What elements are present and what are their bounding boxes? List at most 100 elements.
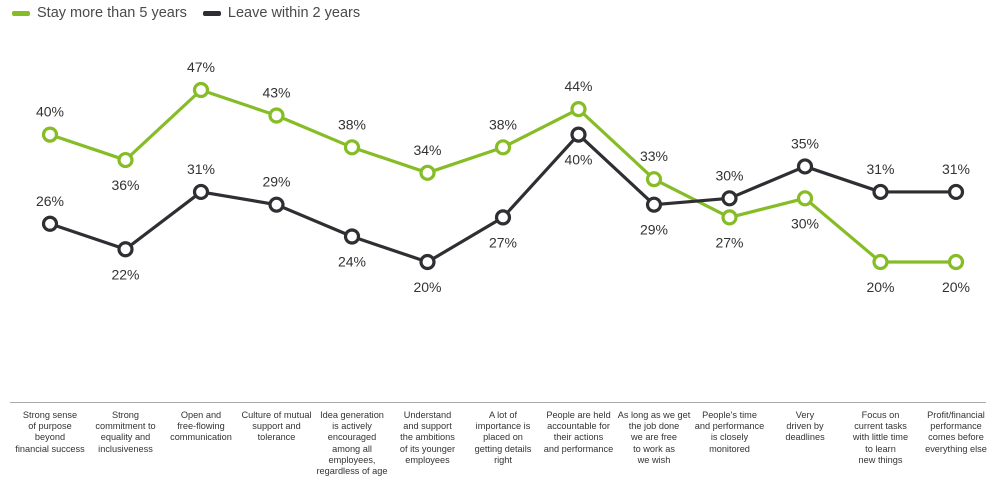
data-point-stay — [947, 253, 965, 271]
x-tick-label-line: commitment to — [95, 421, 156, 432]
x-tick-label-line: inclusiveness — [98, 443, 153, 454]
legend-label-stay: Stay more than 5 years — [37, 5, 187, 21]
x-tick-label-line: employees, — [328, 454, 376, 465]
data-point-stay — [872, 253, 889, 271]
x-tick-label-line: support and — [252, 421, 301, 432]
x-tick-label-line: right — [494, 454, 512, 465]
data-label-leave: 27% — [489, 234, 517, 250]
legend-swatch-leave — [202, 10, 221, 16]
data-label-stay: 40% — [36, 104, 64, 120]
data-point-leave — [41, 215, 59, 232]
x-tick-label: A lot of importance is placed on getting de… — [464, 410, 542, 466]
x-tick-label-line: tolerance — [257, 432, 296, 443]
x-tick-label-line: and performance — [543, 443, 614, 454]
x-tick-label-line: Strong — [111, 410, 140, 420]
data-point-leave — [570, 126, 587, 143]
x-tick-label-line: we are free — [631, 432, 677, 443]
x-tick-label-line: getting details — [474, 443, 532, 454]
x-tick-label-line: among all — [332, 443, 372, 454]
data-point-stay — [721, 209, 738, 226]
x-tick-label-line: performance — [930, 421, 982, 432]
x-tick-label-line: everything else — [925, 443, 987, 454]
data-label-leave: 31% — [187, 161, 215, 177]
data-point-stay — [343, 139, 361, 156]
x-tick-label-line: employees — [405, 454, 450, 465]
x-tick-label-line: Culture of mutual — [241, 410, 312, 420]
x-tick-label-line: As long as we get — [617, 410, 691, 420]
data-label-stay: 43% — [262, 84, 290, 100]
data-label-leave: 31% — [866, 161, 894, 177]
x-tick-label-line: Idea generation — [320, 410, 384, 420]
data-label-leave: 22% — [111, 266, 139, 282]
x-tick-label-line: equality and — [100, 432, 151, 443]
x-tick-label: Profit/financial performance comes before e… — [917, 410, 995, 455]
x-tick-label-line: and performance — [694, 421, 765, 432]
x-tick-label-line: Strong sense — [22, 410, 78, 420]
x-tick-label: Very driven by deadlines — [766, 410, 844, 444]
legend-item-stay: Stay more than 5 years — [12, 5, 187, 21]
x-tick-label-line: is closely — [710, 432, 749, 443]
legend-label-leave: Leave within 2 years — [227, 5, 361, 21]
x-tick-label-line: to work as — [633, 443, 675, 454]
data-label-stay: 38% — [338, 116, 366, 132]
x-tick-label-line: financial success — [15, 443, 85, 454]
data-point-leave — [721, 190, 738, 207]
x-tick-label-line: is actively — [332, 421, 372, 432]
data-point-leave — [947, 183, 965, 201]
data-point-stay — [494, 139, 512, 156]
x-tick-label-line: Profit/financial — [927, 410, 985, 420]
data-point-leave — [796, 158, 814, 175]
data-label-stay: 33% — [640, 148, 668, 164]
x-tick-label-line: we wish — [637, 454, 671, 465]
data-point-leave — [419, 253, 436, 271]
x-tick-label: Focus on current tasks with little time to … — [842, 410, 920, 466]
data-point-leave — [494, 209, 512, 226]
data-point-leave — [872, 183, 889, 201]
x-tick-label-line: the job done — [628, 421, 680, 432]
data-label-stay: 20% — [942, 279, 970, 295]
data-label-stay: 44% — [564, 78, 592, 94]
x-tick-label: People are held accountable for their acti… — [540, 410, 618, 455]
x-tick-label-line: free-flowing — [177, 421, 225, 432]
x-tick-label-line: Open and — [180, 410, 222, 420]
x-tick-label-line: monitored — [709, 443, 750, 454]
data-label-stay: 27% — [715, 234, 743, 250]
x-tick-label-line: their actions — [553, 432, 604, 443]
x-tick-label-line: of its younger — [399, 443, 456, 454]
data-point-stay — [645, 171, 663, 188]
x-tick-label-line: communication — [170, 432, 232, 443]
legend-swatch-stay — [12, 10, 30, 16]
data-point-leave — [343, 228, 361, 245]
x-tick-label: Idea generation is actively encouraged amon… — [313, 410, 391, 477]
data-label-stay: 36% — [111, 177, 139, 193]
legend-item-leave: Leave within 2 years — [202, 5, 361, 21]
data-point-leave — [192, 183, 210, 201]
x-tick-label-line: People's time — [702, 410, 757, 420]
x-tick-label-line: Understand — [403, 410, 452, 420]
data-point-leave — [645, 196, 663, 213]
x-tick-label-line: to learn — [865, 443, 896, 454]
x-tick-label: People's time and performance is closely mo… — [691, 410, 769, 455]
x-tick-label-line: of purpose — [28, 421, 72, 432]
data-point-stay — [419, 164, 436, 181]
data-point-stay — [117, 151, 134, 169]
x-tick-label-line: new things — [858, 454, 903, 465]
x-tick-label-line: Focus on — [861, 410, 900, 420]
data-label-stay: 20% — [866, 279, 894, 295]
x-tick-label: Understand and support the ambitions of its… — [389, 410, 467, 466]
x-tick-label: Strong sense of purpose beyond financial su… — [11, 410, 89, 455]
data-point-leave — [117, 241, 134, 258]
x-tick-label: Strong commitment to equality and inclusive… — [87, 410, 165, 455]
x-tick-label-line: placed on — [483, 432, 523, 443]
data-label-leave: 30% — [715, 167, 743, 183]
data-label-leave: 35% — [791, 135, 819, 151]
legend: Stay more than 5 years Leave within 2 ye… — [12, 5, 376, 21]
data-label-leave: 26% — [36, 193, 64, 209]
data-label-stay: 30% — [791, 215, 819, 231]
data-label-leave: 24% — [338, 254, 366, 270]
x-tick-label-line: importance is — [475, 421, 531, 432]
data-label-leave: 29% — [262, 174, 290, 190]
x-tick-label-line: accountable for — [547, 421, 610, 432]
x-tick-label-line: comes before — [928, 432, 984, 443]
